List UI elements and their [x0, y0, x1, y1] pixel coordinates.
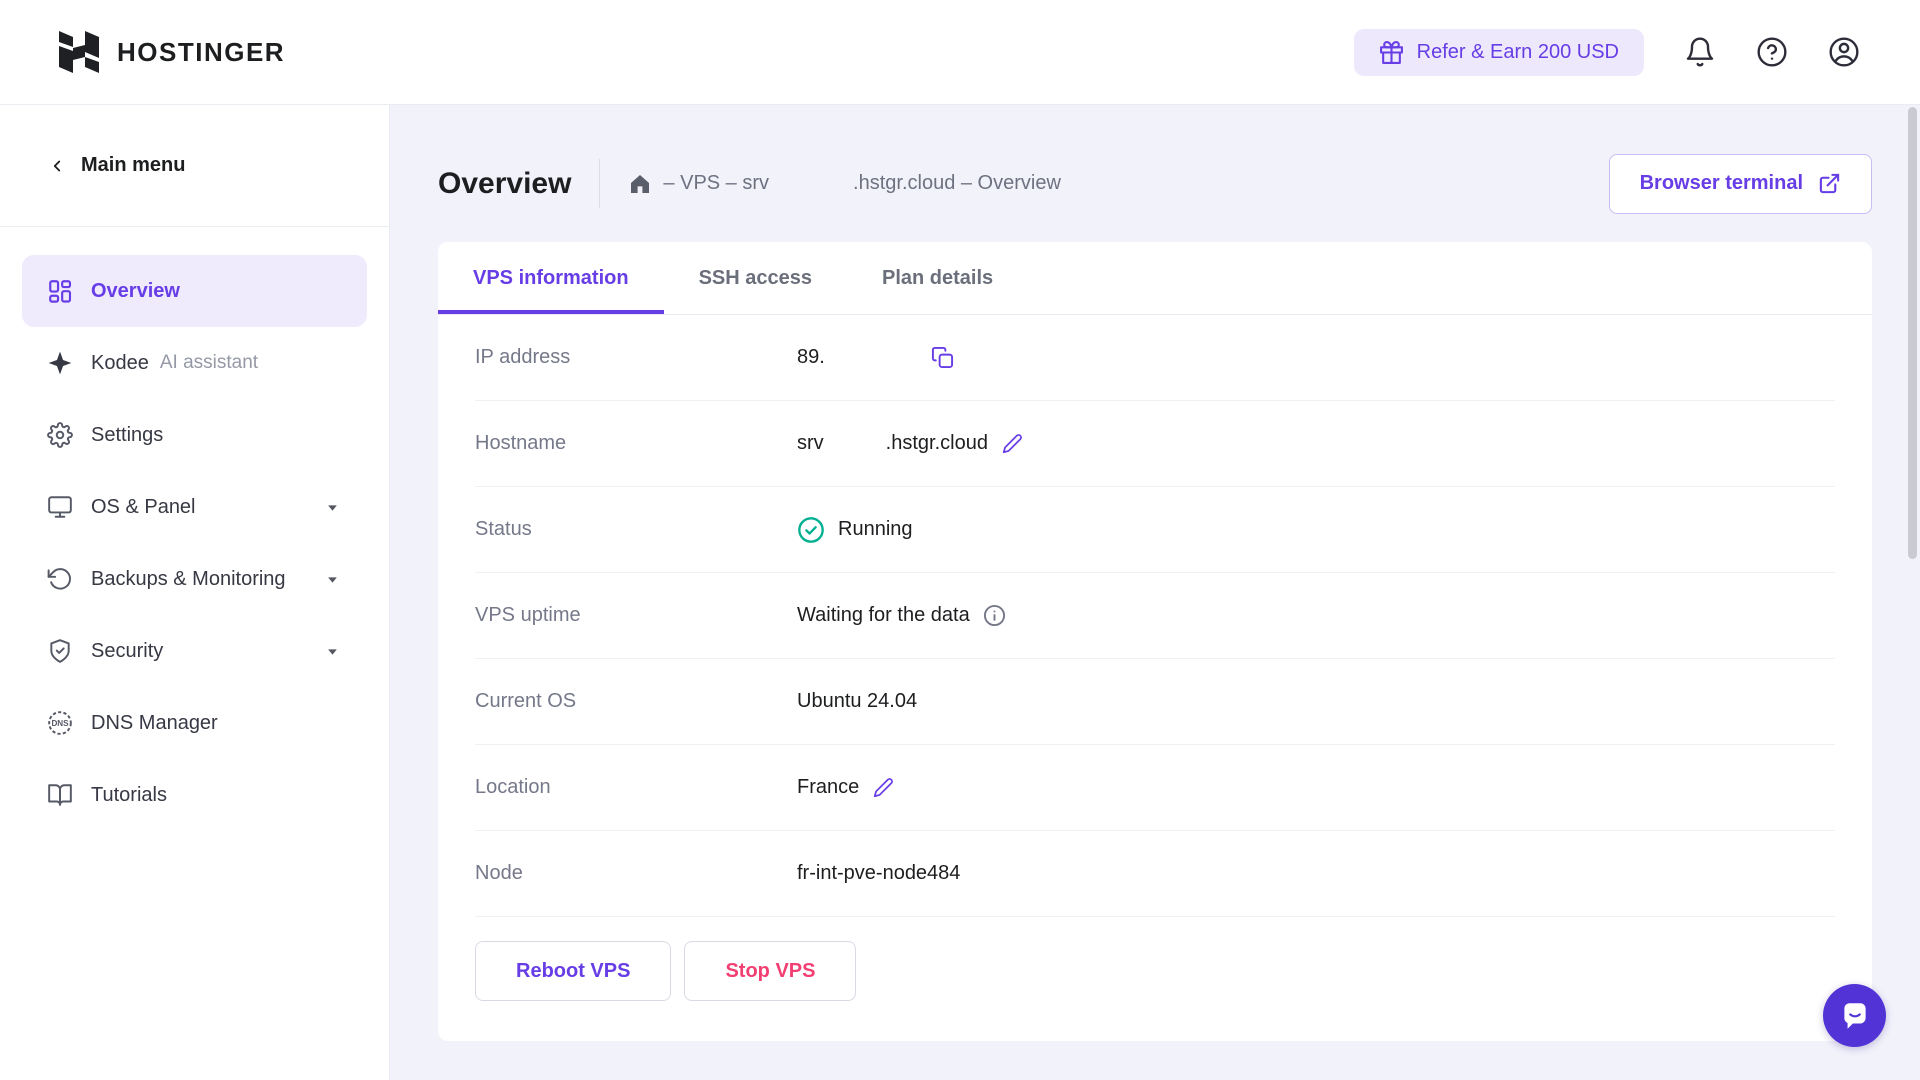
- vps-actions: Reboot VPS Stop VPS: [438, 917, 1872, 1041]
- external-link-icon: [1818, 172, 1841, 195]
- edit-pencil-icon[interactable]: [873, 777, 894, 798]
- hostinger-logo-icon: [56, 29, 102, 75]
- kodee-ai-assistant-label: AI assistant: [159, 352, 259, 373]
- sidebar-item-backups-monitoring[interactable]: Backups & Monitoring: [22, 543, 367, 615]
- chevron-down-icon: [326, 501, 339, 514]
- sidebar-item-tutorials[interactable]: Tutorials: [22, 759, 367, 831]
- breadcrumb-text: .hstgr.cloud – Overview: [853, 172, 1061, 194]
- row-label: VPS uptime: [475, 604, 581, 626]
- row-label: Status: [475, 518, 532, 540]
- row-label: Node: [475, 862, 523, 884]
- row-label: Current OS: [475, 690, 577, 712]
- check-circle-icon: [797, 516, 825, 544]
- monitor-icon: [47, 494, 73, 520]
- breadcrumb-text: – VPS – srv: [663, 172, 770, 194]
- home-icon[interactable]: [628, 172, 652, 196]
- chevron-down-icon: [326, 645, 339, 658]
- dns-globe-icon: DNS: [47, 710, 73, 736]
- chat-launcher[interactable]: [1823, 984, 1886, 1047]
- sidebar-item-label: DNS Manager: [91, 711, 218, 734]
- header-divider: [599, 159, 601, 208]
- page-header: Overview – VPS – srv .hstgr.cloud – Over…: [438, 153, 1872, 214]
- browser-terminal-button[interactable]: Browser terminal: [1608, 153, 1872, 214]
- row-label: Location: [475, 776, 551, 798]
- row-node: Node fr-int-pve-node484: [475, 831, 1835, 917]
- sidebar-item-label: Security: [91, 639, 164, 662]
- brand-name: HOSTINGER: [117, 36, 286, 67]
- account-icon: [1828, 36, 1860, 68]
- ip-address-value: 89.: [797, 346, 825, 368]
- main-menu-back[interactable]: Main menu: [0, 105, 389, 227]
- vps-info-rows: IP address 89. Hostname: [438, 315, 1872, 917]
- tab-ssh-access[interactable]: SSH access: [664, 242, 847, 314]
- refer-earn-button[interactable]: Refer & Earn 200 USD: [1353, 28, 1644, 76]
- sidebar-item-kodee[interactable]: Kodee AI assistant: [22, 327, 367, 399]
- restore-arrow-icon: [47, 566, 73, 592]
- svg-text:DNS: DNS: [51, 719, 69, 728]
- help-icon: [1756, 36, 1788, 68]
- sidebar-item-label: Overview: [91, 279, 180, 302]
- breadcrumb: – VPS – srv .hstgr.cloud – Overview: [628, 172, 1061, 196]
- sidebar-item-label: OS & Panel: [91, 495, 196, 518]
- location-value: France: [797, 776, 860, 798]
- sidebar-item-overview[interactable]: Overview: [22, 255, 367, 327]
- shield-check-icon: [47, 638, 73, 664]
- row-label: Hostname: [475, 432, 567, 454]
- status-value: Running: [838, 518, 913, 540]
- hostname-suffix: .hstgr.cloud: [885, 432, 988, 454]
- row-vps-uptime: VPS uptime Waiting for the data: [475, 573, 1835, 659]
- row-status: Status Running: [475, 487, 1835, 573]
- help-button[interactable]: [1756, 36, 1788, 68]
- current-os-value: Ubuntu 24.04: [797, 690, 918, 712]
- top-header: HOSTINGER Refer & Earn 200 USD: [0, 0, 1920, 105]
- kodee-icon: [47, 350, 73, 376]
- uptime-value: Waiting for the data: [797, 604, 970, 626]
- row-location: Location France: [475, 745, 1835, 831]
- browser-terminal-label: Browser terminal: [1639, 172, 1803, 194]
- tab-vps-information[interactable]: VPS information: [438, 242, 664, 314]
- sidebar: Main menu Overview: [0, 105, 390, 1080]
- sidebar-item-os-panel[interactable]: OS & Panel: [22, 471, 367, 543]
- reboot-vps-button[interactable]: Reboot VPS: [475, 941, 672, 1001]
- main-content: Overview – VPS – srv .hstgr.cloud – Over…: [390, 105, 1920, 1080]
- row-hostname: Hostname srv .hstgr.cloud: [475, 401, 1835, 487]
- gift-icon: [1379, 40, 1404, 65]
- vps-overview-card: VPS information SSH access Plan details …: [438, 242, 1872, 1041]
- dashboard-grid-icon: [47, 278, 73, 304]
- sidebar-item-settings[interactable]: Settings: [22, 399, 367, 471]
- sidebar-item-label: Kodee: [91, 351, 149, 374]
- info-icon[interactable]: [983, 604, 1006, 627]
- hostinger-brand[interactable]: HOSTINGER: [56, 29, 285, 75]
- account-button[interactable]: [1828, 36, 1860, 68]
- row-ip-address: IP address 89.: [475, 315, 1835, 401]
- main-menu-label: Main menu: [81, 154, 186, 176]
- sidebar-item-security[interactable]: Security: [22, 615, 367, 687]
- hostname-prefix: srv: [797, 432, 824, 454]
- row-label: IP address: [475, 346, 571, 368]
- node-value: fr-int-pve-node484: [797, 862, 961, 884]
- sidebar-item-label: Tutorials: [91, 783, 167, 806]
- tab-plan-details[interactable]: Plan details: [847, 242, 1028, 314]
- refer-earn-label: Refer & Earn 200 USD: [1416, 40, 1619, 63]
- header-actions: Refer & Earn 200 USD: [1353, 28, 1860, 76]
- copy-icon[interactable]: [931, 346, 954, 369]
- chevron-left-icon: [48, 157, 66, 175]
- stop-vps-button[interactable]: Stop VPS: [684, 941, 857, 1001]
- edit-pencil-icon[interactable]: [1002, 433, 1023, 454]
- gear-icon: [47, 422, 73, 448]
- chevron-down-icon: [326, 573, 339, 586]
- scrollbar[interactable]: [1908, 107, 1917, 559]
- sidebar-item-label: Backups & Monitoring: [91, 567, 286, 590]
- sidebar-item-label: Settings: [91, 423, 164, 446]
- notifications-button[interactable]: [1684, 36, 1716, 68]
- sidebar-nav: Overview Kodee AI assistant: [0, 227, 389, 859]
- chat-bubble-icon: [1838, 999, 1872, 1033]
- open-book-icon: [47, 782, 73, 808]
- sidebar-item-dns-manager[interactable]: DNS DNS Manager: [22, 687, 367, 759]
- page-title: Overview: [438, 166, 572, 200]
- row-current-os: Current OS Ubuntu 24.04: [475, 659, 1835, 745]
- bell-icon: [1684, 36, 1716, 68]
- tab-bar: VPS information SSH access Plan details: [438, 242, 1872, 315]
